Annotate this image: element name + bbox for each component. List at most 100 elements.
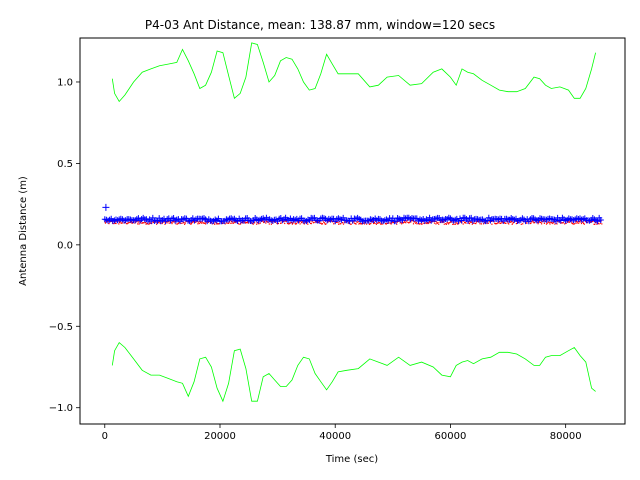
series-2-point: [421, 223, 423, 225]
series-2-point: [418, 223, 420, 225]
series-2-point: [301, 221, 303, 223]
series-2-point: [422, 222, 424, 224]
series-2-point: [282, 221, 284, 223]
series-2-point: [500, 222, 502, 224]
series-2-point: [412, 223, 415, 225]
series-2-point: [113, 223, 115, 225]
y-tick-label: −0.5: [49, 322, 73, 333]
y-tick-label: 0.0: [57, 240, 73, 251]
series-2-point: [357, 221, 359, 223]
series-2-point: [420, 223, 422, 225]
series-2-point: [526, 222, 528, 224]
series-2-point: [520, 223, 522, 225]
series-2-point: [447, 222, 449, 224]
series-2-point: [592, 220, 594, 222]
series-2-point: [437, 222, 439, 224]
series-2-point: [197, 223, 199, 225]
y-tick-label: 1.0: [57, 77, 73, 88]
series-2-point: [252, 223, 254, 225]
series-2-point: [156, 223, 158, 225]
y-axis-label: Antenna Distance (m): [18, 176, 29, 286]
x-tick-label: 0: [102, 431, 108, 442]
series-3-point: [149, 214, 156, 221]
series-2-point: [471, 223, 473, 225]
series-2-point: [247, 221, 249, 223]
series-2-point: [142, 222, 144, 224]
series-2-point: [598, 223, 600, 225]
series-2-point: [425, 222, 427, 224]
series-2-point: [177, 223, 179, 225]
series-2-point: [511, 223, 513, 225]
series-2-point: [350, 223, 352, 225]
series-2-point: [126, 223, 128, 225]
series-2-point: [142, 222, 144, 224]
series-2-point: [354, 222, 356, 224]
series-2-point: [151, 222, 153, 225]
series-2-point: [239, 223, 241, 225]
series-2-point: [358, 223, 360, 225]
series-2-point: [121, 222, 123, 224]
series-2-point: [538, 221, 541, 223]
series-2-point: [356, 221, 359, 223]
series-2-point: [137, 221, 139, 223]
series-2-point: [515, 223, 517, 225]
series-2-point: [457, 223, 459, 225]
series-2-point: [394, 221, 396, 223]
series-2-point: [436, 221, 438, 223]
series-2-point: [184, 223, 186, 225]
series-2-point: [541, 223, 543, 225]
series-2-point: [119, 220, 121, 223]
series-2-point: [265, 220, 268, 222]
series-2-point: [104, 222, 107, 224]
series-2-point: [204, 222, 206, 224]
series-2-point: [149, 222, 151, 224]
series-2-point: [233, 221, 235, 223]
series-2-point: [227, 222, 229, 224]
series-2-point: [165, 221, 167, 223]
series-2-point: [313, 221, 315, 224]
series-2-point: [414, 220, 416, 223]
series-2-point: [464, 222, 466, 224]
series-2-point: [310, 223, 312, 225]
series-2-point: [416, 223, 418, 225]
series-2-point: [349, 223, 352, 225]
series-2-point: [545, 223, 548, 225]
series-2-point: [141, 222, 143, 224]
series-2-point: [258, 223, 260, 225]
series-2-point: [583, 222, 585, 224]
series-2-point: [550, 221, 552, 223]
series-2-point: [550, 222, 552, 224]
series-2-point: [581, 221, 583, 223]
series-2-point: [443, 223, 445, 225]
series-2-point: [291, 223, 293, 225]
series-2-point: [532, 221, 534, 223]
series-2-point: [580, 222, 583, 225]
series-2-point: [580, 220, 582, 222]
series-2-point: [268, 223, 270, 225]
chart-title: P4-03 Ant Distance, mean: 138.87 mm, win…: [145, 18, 495, 32]
series-2-point: [505, 222, 507, 224]
series-2-point: [276, 222, 278, 225]
series-2-point: [433, 222, 436, 224]
series-2-point: [569, 221, 571, 223]
series-3-point: [594, 218, 601, 225]
series-2-point: [300, 222, 303, 224]
series-2-point: [131, 222, 133, 224]
series-2-point: [436, 222, 438, 224]
series-2-point: [499, 222, 501, 224]
series-2-point: [363, 223, 366, 225]
series-2-point: [250, 222, 252, 224]
series-2-point: [570, 220, 572, 222]
series-2-point: [321, 223, 324, 225]
series-2-point: [205, 221, 207, 223]
x-axis-label: Time (sec): [325, 454, 378, 465]
series-2-point: [501, 221, 503, 223]
series-2-point: [184, 222, 186, 224]
series-2-point: [582, 221, 584, 223]
series-2-point: [474, 222, 476, 224]
series-2-point: [196, 221, 198, 223]
series-2-point: [359, 222, 361, 224]
series-2-point: [359, 222, 361, 224]
series-2-point: [345, 221, 347, 223]
